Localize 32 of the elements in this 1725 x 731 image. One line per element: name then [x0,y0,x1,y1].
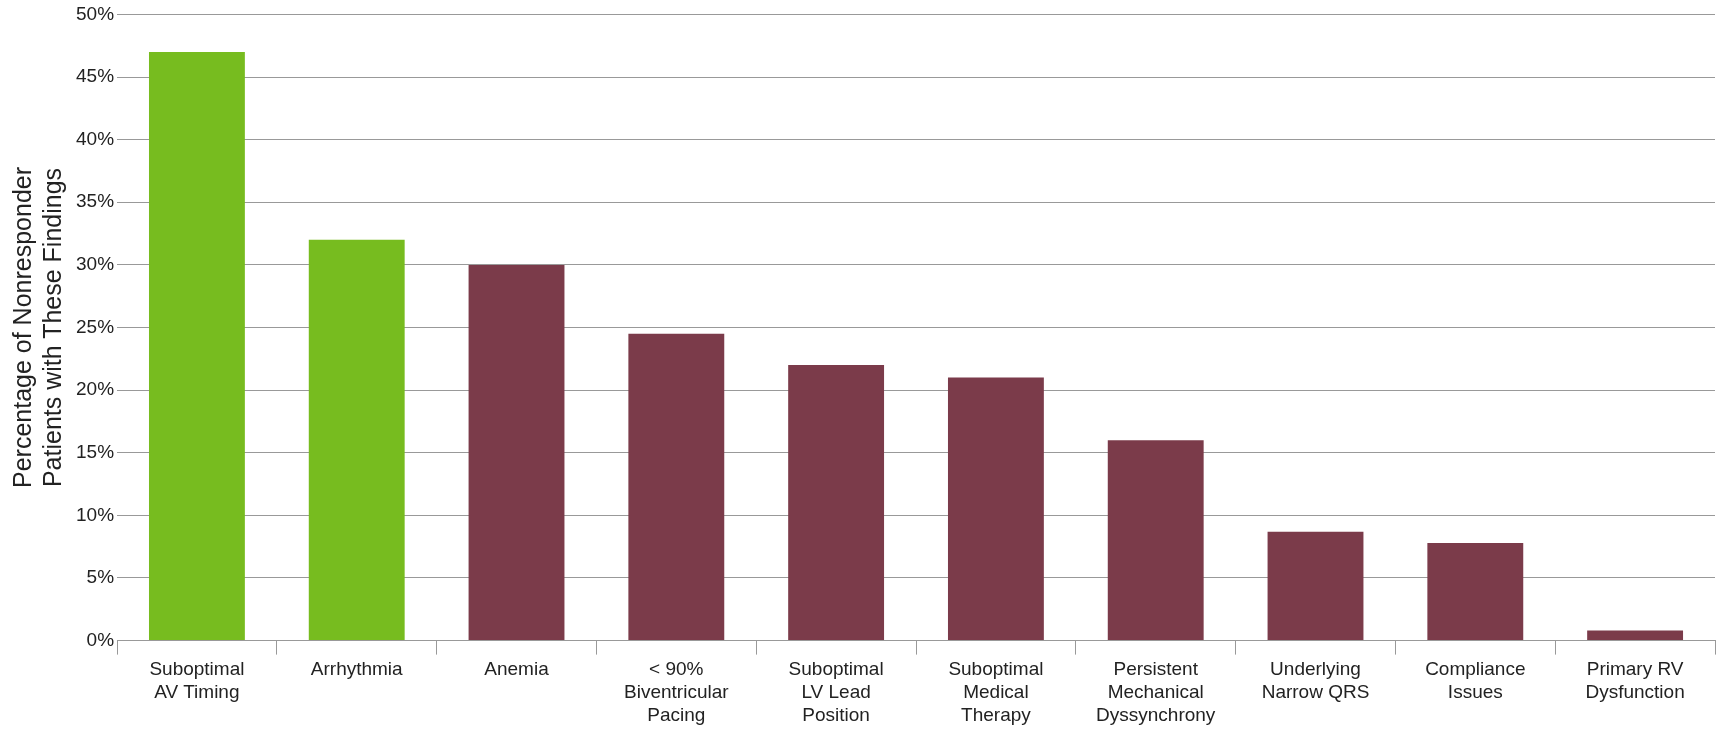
bar [468,264,565,641]
bar [1267,531,1364,641]
bar [148,51,245,641]
bar [1427,542,1524,641]
x-tick-label: Anemia [484,658,550,680]
y-tick-label: 50% [76,2,115,24]
y-tick-label: 30% [76,253,115,275]
x-tick-label: Persistent Mechanical Dyssynchrony [1096,658,1216,725]
y-axis-title: Percentage of Nonresponder Patients with These Findings [7,166,66,489]
y-tick-label: 5% [86,566,115,588]
x-tick-label: Suboptimal AV Timing [149,658,245,703]
bar [947,377,1044,641]
x-tick-label: Suboptimal LV Lead Position [788,658,884,725]
x-tick-label: Compliance Issues [1425,658,1526,703]
x-tick-label: < 90% Biventricular Pacing [624,658,730,725]
bar [628,333,725,641]
y-tick-label: 25% [76,315,115,337]
y-tick-label: 15% [76,440,115,462]
y-tick-label: 10% [76,503,115,525]
bar [1587,630,1684,641]
x-tick-label: Underlying Narrow QRS [1261,658,1370,703]
y-tick-label: 45% [76,65,115,87]
y-tick-label: 20% [76,378,115,400]
x-tick-label: Suboptimal Medical Therapy [948,658,1044,725]
y-tick-label: 35% [76,190,115,212]
x-tick-label: Arrhythmia [310,658,404,680]
bar [1107,440,1204,641]
x-tick-label: Primary RV Dysfunction [1585,658,1685,703]
bar [788,365,885,641]
y-tick-label: 0% [86,628,115,650]
y-tick-label: 40% [76,127,115,149]
bar [308,239,405,641]
